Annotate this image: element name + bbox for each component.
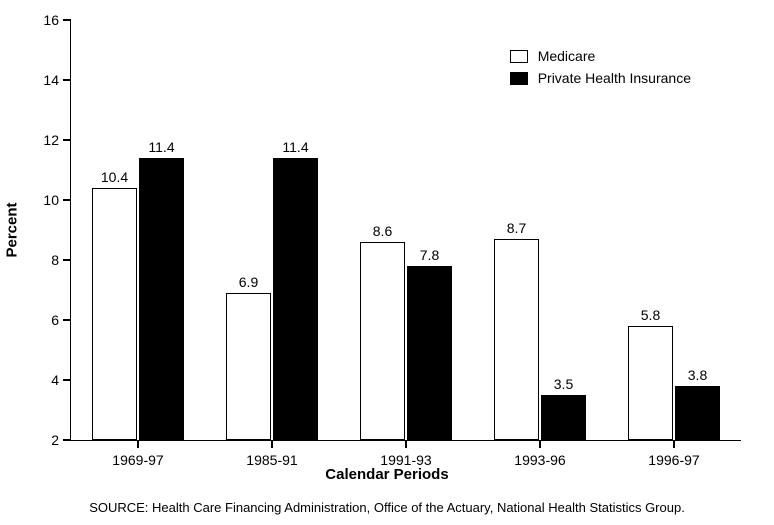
y-tick-label: 10: [43, 192, 71, 208]
legend-swatch-private: [510, 72, 528, 85]
bar-value-label: 6.9: [239, 274, 258, 294]
bar-private-health-insurance: 3.8: [675, 386, 720, 440]
bar-private-health-insurance: 7.8: [407, 266, 452, 440]
source-line: SOURCE: Health Care Financing Administra…: [89, 500, 685, 515]
x-tick-label: 1991-93: [380, 440, 431, 468]
x-tick-label: 1993-96: [514, 440, 565, 468]
x-tick-label: 1996-97: [648, 440, 699, 468]
x-tick-label: 1969-97: [112, 440, 163, 468]
bar-medicare: 6.9: [226, 293, 271, 440]
x-tick-label: 1985-91: [246, 440, 297, 468]
y-tick-label: 14: [43, 72, 71, 88]
bar-private-health-insurance: 11.4: [139, 158, 184, 440]
x-axis-title: Calendar Periods: [325, 466, 448, 483]
bar-value-label: 3.8: [688, 367, 707, 387]
y-tick-label: 6: [51, 312, 71, 328]
bar-value-label: 3.5: [554, 376, 573, 396]
legend: Medicare Private Health Insurance: [510, 48, 691, 92]
bar-medicare: 8.6: [360, 242, 405, 440]
bar-private-health-insurance: 3.5: [541, 395, 586, 440]
bar-value-label: 10.4: [101, 169, 128, 189]
y-axis-title: Percent: [4, 202, 21, 257]
y-tick-label: 2: [51, 432, 71, 448]
legend-label: Private Health Insurance: [538, 70, 691, 86]
bar-value-label: 5.8: [641, 307, 660, 327]
plot-area: Medicare Private Health Insurance 246810…: [70, 20, 741, 441]
bar-value-label: 7.8: [420, 247, 439, 267]
bar-value-label: 8.7: [507, 220, 526, 240]
bar-private-health-insurance: 11.4: [273, 158, 318, 440]
bar-medicare: 10.4: [92, 188, 137, 440]
bar-value-label: 8.6: [373, 223, 392, 243]
bar-value-label: 11.4: [148, 139, 174, 159]
legend-swatch-medicare: [510, 50, 528, 63]
legend-item-medicare: Medicare: [510, 48, 691, 64]
chart-container: Percent Medicare Private Health Insuranc…: [0, 0, 774, 525]
y-tick-label: 8: [51, 252, 71, 268]
bar-medicare: 5.8: [628, 326, 673, 440]
y-tick-label: 12: [43, 132, 71, 148]
bar-medicare: 8.7: [494, 239, 539, 440]
legend-item-private: Private Health Insurance: [510, 70, 691, 86]
bar-value-label: 11.4: [282, 139, 308, 159]
y-tick-label: 4: [51, 372, 71, 388]
legend-label: Medicare: [538, 48, 596, 64]
y-tick-label: 16: [43, 12, 71, 28]
